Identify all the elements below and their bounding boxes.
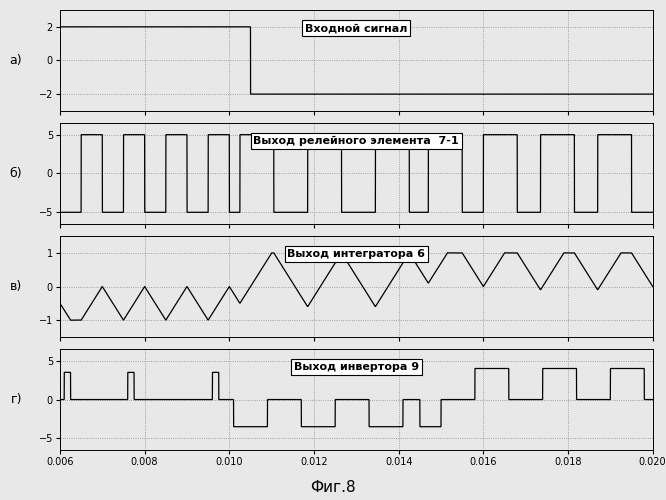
Text: Входной сигнал: Входной сигнал [305,23,408,33]
Text: Выход интегратора 6: Выход интегратора 6 [287,249,426,259]
Y-axis label: в): в) [10,280,22,293]
Text: Выход релейного элемента  7-1: Выход релейного элемента 7-1 [254,136,459,146]
Text: Выход инвертора 9: Выход инвертора 9 [294,362,419,372]
Y-axis label: а): а) [9,54,22,67]
Y-axis label: г): г) [11,393,22,406]
Text: Фиг.8: Фиг.8 [310,480,356,495]
Y-axis label: б): б) [9,167,22,180]
